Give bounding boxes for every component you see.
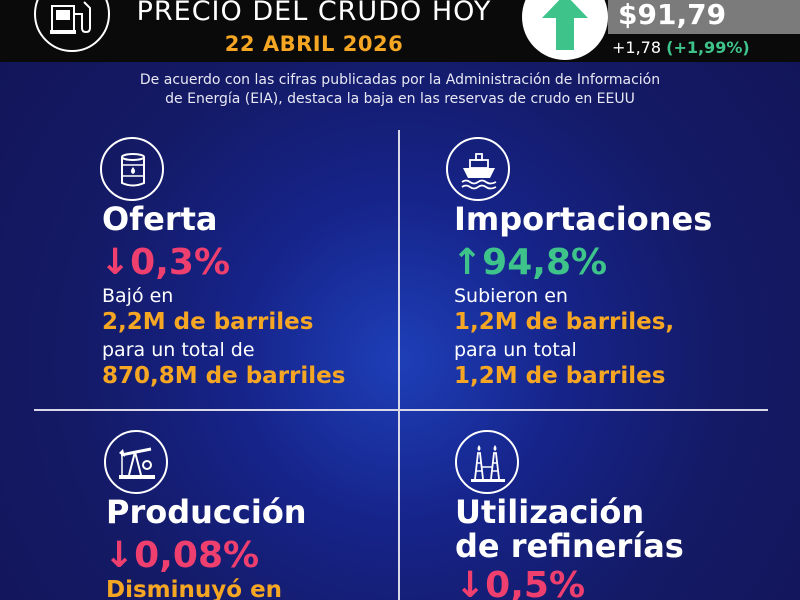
refinery-icon — [455, 430, 519, 494]
produccion-title: Producción — [106, 493, 307, 531]
oferta-metric: ↓0,3% — [100, 242, 231, 283]
subtitle-line-1: De acuerdo con las cifras publicadas por… — [139, 72, 661, 88]
crude-price: $91,79 — [618, 0, 727, 31]
oil-barrel-icon — [100, 137, 164, 201]
importaciones-line-1: Subieron en — [454, 285, 568, 307]
importaciones-line-3: para un total — [454, 339, 577, 361]
produccion-metric: ↓0,08% — [104, 535, 260, 576]
page-title: PRECIO DEL CRUDO HOY — [136, 0, 492, 27]
importaciones-line-4: 1,2M de barriles — [454, 363, 666, 389]
refinerias-metric: ↓0,5% — [455, 565, 586, 600]
price-change-pct: (+1,99%) — [666, 38, 750, 57]
pumpjack-icon — [104, 430, 168, 494]
importaciones-title: Importaciones — [454, 200, 713, 238]
importaciones-metric: ↑94,8% — [452, 242, 608, 283]
produccion-line-1: Disminuyó en — [106, 577, 283, 600]
oferta-line-3: para un total de — [102, 339, 255, 361]
subtitle-line-2: de Energía (EIA), destaca la baja en las… — [165, 91, 635, 107]
refinerias-title-2: de refinerías — [455, 527, 684, 565]
oferta-line-4: 870,8M de barriles — [102, 363, 346, 389]
price-change-abs: +1,78 — [612, 38, 662, 57]
refinerias-title-1: Utilización — [455, 493, 645, 531]
importaciones-line-2: 1,2M de barriles, — [454, 309, 675, 335]
oferta-line-1: Bajó en — [102, 285, 174, 307]
subtitle: De acuerdo con las cifras publicadas por… — [40, 71, 760, 109]
oferta-line-2: 2,2M de barriles — [102, 309, 314, 335]
horizontal-divider — [34, 409, 768, 411]
vertical-divider — [398, 130, 400, 600]
ship-icon — [446, 137, 510, 201]
oferta-title: Oferta — [102, 200, 218, 238]
page-date: 22 ABRIL 2026 — [224, 32, 404, 56]
price-change: +1,78 (+1,99%) — [612, 38, 750, 57]
price-box — [608, 0, 800, 34]
arrow-up-icon — [542, 0, 588, 50]
